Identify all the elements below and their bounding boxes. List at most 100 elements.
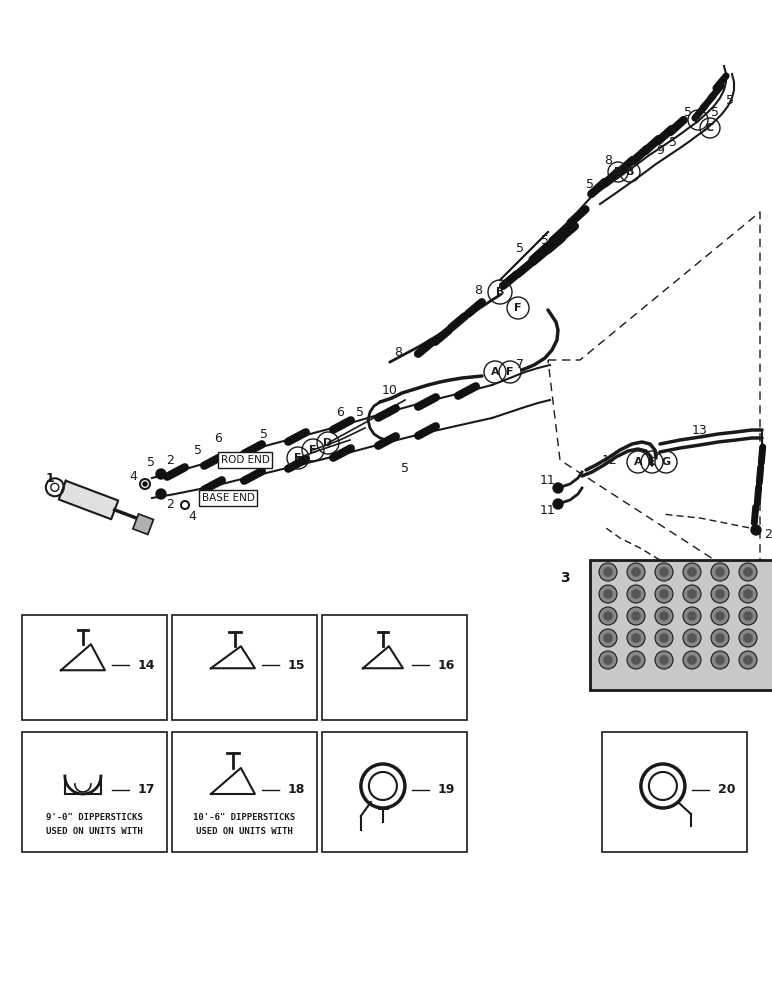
Text: F: F <box>506 367 513 377</box>
Circle shape <box>599 629 617 647</box>
Circle shape <box>603 655 613 665</box>
Text: 10'-6" DIPPERSTICKS: 10'-6" DIPPERSTICKS <box>194 814 296 822</box>
Circle shape <box>711 563 729 581</box>
Text: 11: 11 <box>540 504 556 516</box>
Circle shape <box>659 611 669 621</box>
Circle shape <box>711 651 729 669</box>
Circle shape <box>156 489 166 499</box>
Text: 1: 1 <box>46 472 54 485</box>
Circle shape <box>655 607 673 625</box>
Text: USED ON UNITS WITH: USED ON UNITS WITH <box>196 828 293 836</box>
Text: B: B <box>496 287 504 297</box>
Text: 9'-0" DIPPERSTICKS: 9'-0" DIPPERSTICKS <box>46 814 143 822</box>
Text: 2: 2 <box>166 498 174 512</box>
Circle shape <box>659 655 669 665</box>
Circle shape <box>659 567 669 577</box>
Circle shape <box>603 611 613 621</box>
Circle shape <box>627 629 645 647</box>
Circle shape <box>743 655 753 665</box>
Circle shape <box>553 483 563 493</box>
Circle shape <box>655 563 673 581</box>
Text: 8: 8 <box>604 153 612 166</box>
Text: A: A <box>491 367 499 377</box>
Text: 8: 8 <box>394 346 402 359</box>
Text: D: D <box>36 745 45 755</box>
Text: 5: 5 <box>260 428 268 442</box>
Circle shape <box>631 655 641 665</box>
Bar <box>602 732 747 852</box>
Text: 5: 5 <box>147 456 155 468</box>
Circle shape <box>687 611 697 621</box>
Circle shape <box>603 589 613 599</box>
Circle shape <box>357 826 365 834</box>
Circle shape <box>743 589 753 599</box>
Text: 3: 3 <box>560 571 570 585</box>
Text: C: C <box>336 628 344 638</box>
Text: 9: 9 <box>656 143 664 156</box>
Text: 5: 5 <box>726 94 734 106</box>
Text: 5: 5 <box>194 444 202 456</box>
Text: F: F <box>337 745 344 755</box>
Circle shape <box>739 629 757 647</box>
Text: 5: 5 <box>401 462 409 475</box>
Text: F: F <box>694 115 702 125</box>
Circle shape <box>683 651 701 669</box>
Circle shape <box>631 611 641 621</box>
Circle shape <box>143 482 147 486</box>
Text: 4: 4 <box>188 510 196 522</box>
Circle shape <box>743 611 753 621</box>
Text: 8: 8 <box>474 284 482 296</box>
Text: F: F <box>294 453 302 463</box>
Circle shape <box>683 563 701 581</box>
Text: 5: 5 <box>586 178 594 192</box>
Circle shape <box>627 651 645 669</box>
Circle shape <box>603 633 613 643</box>
Text: 6: 6 <box>336 406 344 418</box>
Circle shape <box>739 607 757 625</box>
Text: 17: 17 <box>138 783 155 796</box>
Circle shape <box>711 607 729 625</box>
Text: A: A <box>36 628 44 638</box>
Circle shape <box>715 633 725 643</box>
Text: 19: 19 <box>438 783 455 796</box>
Text: 15: 15 <box>288 659 306 672</box>
Text: 12: 12 <box>602 454 618 466</box>
Circle shape <box>51 483 59 491</box>
Circle shape <box>739 585 757 603</box>
Circle shape <box>631 633 641 643</box>
Text: 5: 5 <box>711 105 719 118</box>
Circle shape <box>631 567 641 577</box>
Circle shape <box>711 629 729 647</box>
Text: 5: 5 <box>516 241 524 254</box>
Text: E: E <box>186 745 194 755</box>
Circle shape <box>687 589 697 599</box>
Circle shape <box>715 655 725 665</box>
Text: G: G <box>615 745 625 755</box>
Circle shape <box>599 563 617 581</box>
Text: 10: 10 <box>382 383 398 396</box>
Bar <box>172 732 317 852</box>
Text: 13: 13 <box>692 424 708 436</box>
Text: 2: 2 <box>166 454 174 466</box>
Circle shape <box>599 607 617 625</box>
Bar <box>322 732 467 852</box>
Circle shape <box>659 633 669 643</box>
Bar <box>172 615 317 720</box>
Circle shape <box>687 567 697 577</box>
Text: D: D <box>323 438 333 448</box>
Circle shape <box>237 786 245 794</box>
Text: 5: 5 <box>541 233 549 246</box>
Circle shape <box>687 633 697 643</box>
Circle shape <box>655 585 673 603</box>
Text: B: B <box>186 628 195 638</box>
Text: 5: 5 <box>684 105 692 118</box>
Circle shape <box>230 750 236 756</box>
Text: 11: 11 <box>540 474 556 487</box>
Circle shape <box>627 607 645 625</box>
Circle shape <box>739 651 757 669</box>
Polygon shape <box>59 481 118 519</box>
Circle shape <box>553 499 563 509</box>
Text: 4: 4 <box>129 470 137 483</box>
Text: E: E <box>310 445 317 455</box>
Text: 16: 16 <box>438 659 455 672</box>
